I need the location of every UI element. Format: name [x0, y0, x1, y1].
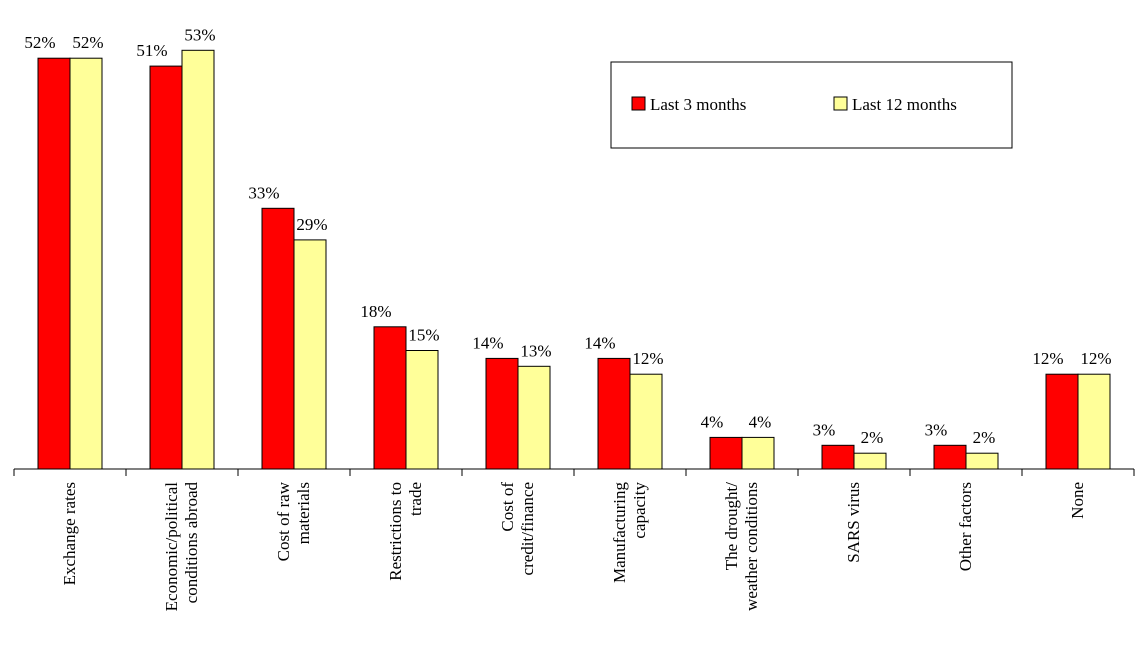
bar	[741, 436, 775, 470]
x-tick-label: Economic/political conditions abroad	[162, 482, 201, 612]
data-label: 18%	[360, 302, 391, 321]
data-label: 52%	[24, 33, 55, 52]
legend-label: Last 3 months	[650, 95, 746, 114]
bar	[293, 239, 327, 470]
x-tick-label: None	[1068, 482, 1087, 519]
x-tick-label: Cost of credit/finance	[498, 482, 537, 576]
data-label: 12%	[1032, 349, 1063, 368]
bar	[69, 57, 103, 470]
bar	[405, 350, 439, 470]
data-label: 4%	[701, 412, 724, 431]
bar	[181, 49, 215, 470]
bar	[485, 357, 519, 470]
bar	[37, 57, 71, 470]
data-label: 12%	[1080, 349, 1111, 368]
x-tick-label: Exchange rates	[60, 482, 79, 586]
bar	[261, 207, 295, 470]
data-label: 15%	[408, 326, 439, 345]
data-label: 2%	[861, 428, 884, 447]
data-label: 51%	[136, 41, 167, 60]
bar	[629, 373, 663, 470]
data-label: 33%	[248, 183, 279, 202]
data-label: 2%	[973, 428, 996, 447]
bar	[1045, 373, 1079, 470]
data-label: 53%	[184, 25, 215, 44]
bar	[853, 452, 887, 470]
x-tick-label: Restrictions to trade	[386, 482, 425, 581]
legend-swatch	[833, 96, 848, 111]
x-tick-label: The drought/ weather conditions	[722, 482, 761, 611]
data-label: 4%	[749, 412, 772, 431]
data-label: 52%	[72, 33, 103, 52]
x-tick-label: Manufacturing capacity	[610, 482, 649, 584]
legend-swatch	[631, 96, 646, 111]
legend-box	[610, 61, 1013, 149]
bar	[821, 444, 855, 470]
data-label: 3%	[813, 420, 836, 439]
data-label: 13%	[520, 341, 551, 360]
x-tick-label: Other factors	[956, 482, 975, 572]
bar	[373, 326, 407, 470]
data-label: 12%	[632, 349, 663, 368]
data-label: 14%	[472, 333, 503, 352]
x-tick-label: SARS virus	[844, 482, 863, 563]
bar	[965, 452, 999, 470]
bar	[517, 365, 551, 470]
data-label: 14%	[584, 333, 615, 352]
data-label: 3%	[925, 420, 948, 439]
x-tick-label: Cost of raw materials	[274, 482, 313, 562]
bar	[933, 444, 967, 470]
bar	[597, 357, 631, 470]
bar	[149, 65, 183, 470]
bar	[1077, 373, 1111, 470]
legend-label: Last 12 months	[852, 95, 957, 114]
bar	[709, 436, 743, 470]
data-label: 29%	[296, 215, 327, 234]
